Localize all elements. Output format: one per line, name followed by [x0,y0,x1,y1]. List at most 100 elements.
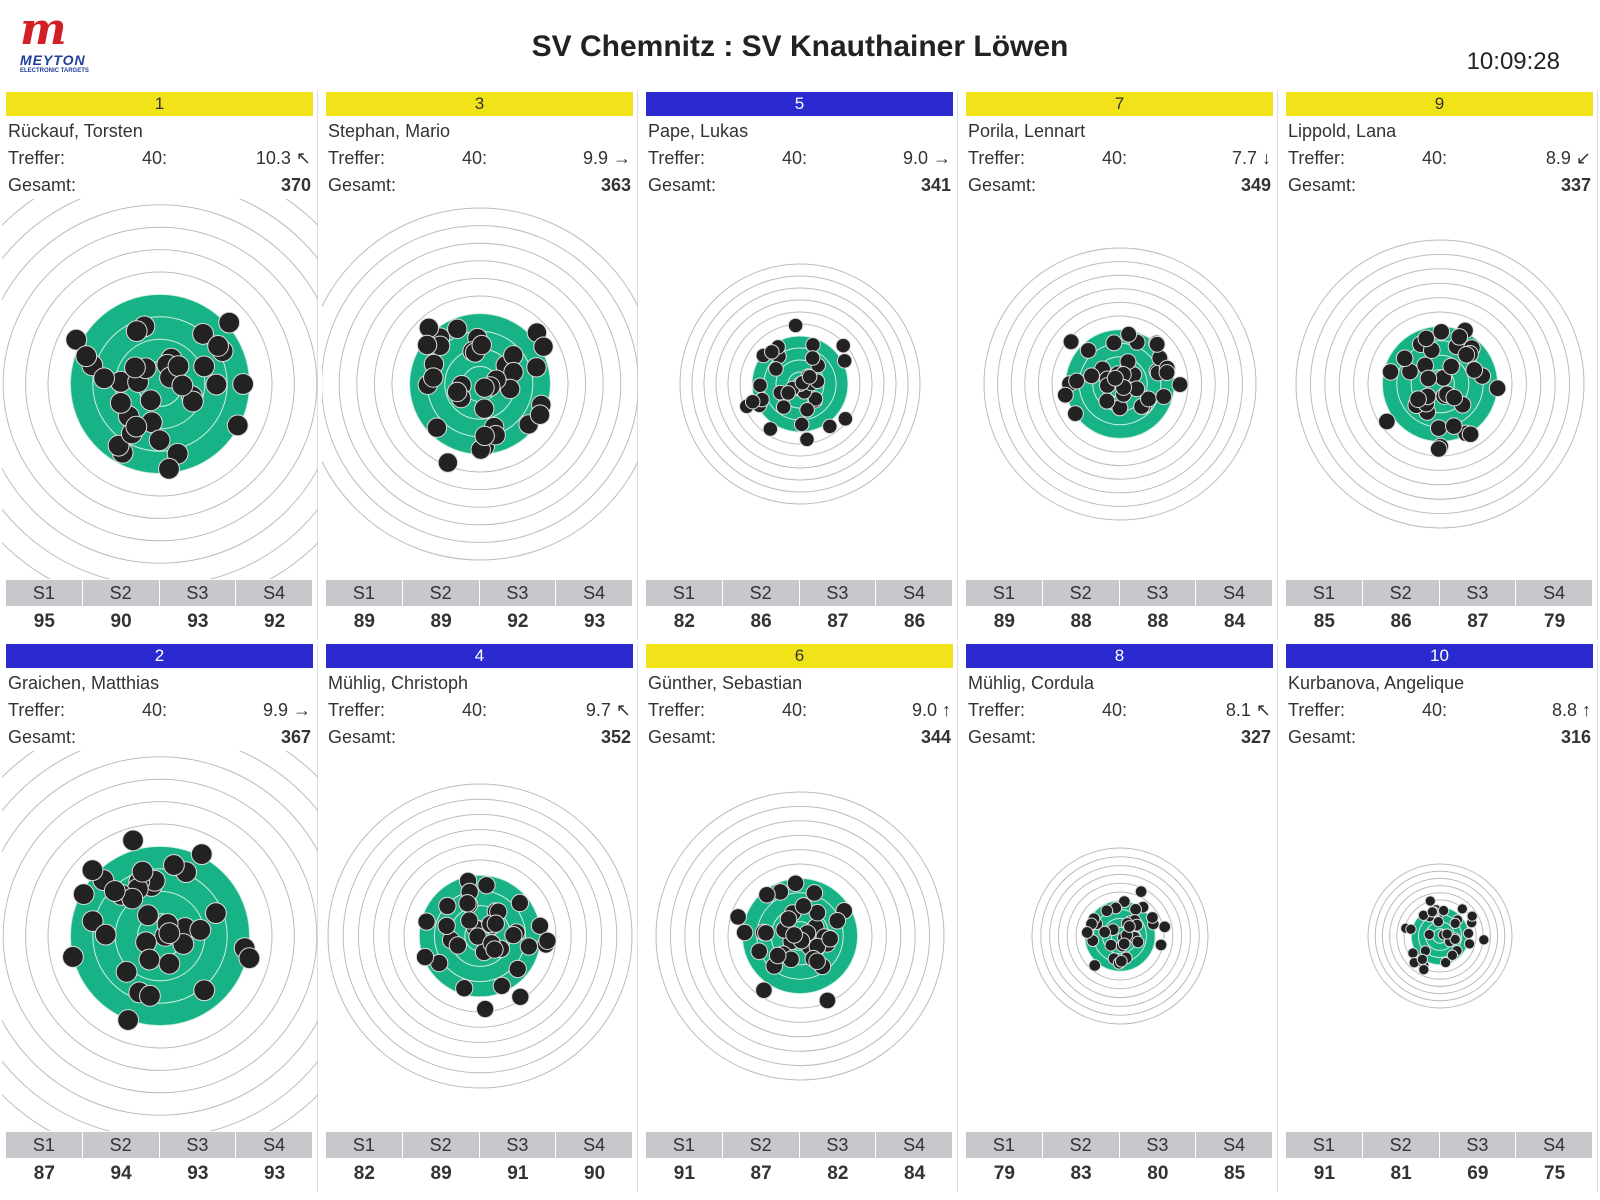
shot-hole [1381,363,1400,381]
shot-hole [438,896,457,916]
total-row: Gesamt: 316 [1282,724,1597,751]
last-shot: 10.3 ↖ [255,148,311,168]
clock: 10:09:28 [1466,48,1560,75]
shooter-name: Mühlig, Christoph [328,673,469,693]
shot-hole [1098,925,1111,939]
shot-count: 40: [1422,700,1448,720]
shot-hole [1465,361,1484,379]
shot-hole [448,936,468,955]
shot-hole [801,369,818,385]
target-ring [1353,297,1527,471]
shot-hole [447,318,468,340]
target-ring [1049,865,1191,1007]
lane-panel: 2 Graichen, Matthias Treffer: 40: 9.9 → Gesam… [0,642,385,1192]
total-label: Gesamt: [328,175,397,195]
shot-hole [1441,928,1453,940]
series-score: 89 [993,611,1015,632]
shot-hole [94,923,117,946]
shot-hole [158,952,181,975]
shot-hole [1417,329,1436,348]
shot-hole [805,884,824,902]
total-label: Gesamt: [968,175,1037,195]
shot-hole [768,361,784,377]
shot-hole [192,323,214,345]
total-label: Gesamt: [8,175,77,195]
shot-hole [72,883,95,905]
target-ring [703,287,897,481]
shot-hole [474,425,495,447]
series-score: 82 [827,1163,849,1184]
total-label: Gesamt: [1288,727,1357,747]
total-row: Gesamt: 337 [1282,172,1597,199]
shot-hole [504,925,523,945]
series-label: S2 [1362,1132,1440,1158]
shot-hole [455,979,474,998]
logo-text: MEYTON [20,52,86,68]
series-score: 86 [750,611,772,632]
shot-hole [758,885,776,904]
series-score: 91 [1313,1163,1335,1184]
shot-hole [415,947,435,967]
logo-mark: m [20,4,67,55]
shot-hole [426,417,448,438]
total-row: Gesamt: 367 [2,724,317,751]
last-shot: 7.7 ↓ [1231,148,1271,168]
series-score: 86 [1390,611,1412,632]
series-values: 89 89 92 93 [326,606,633,638]
shot-hole [109,392,132,414]
total-score: 316 [1560,727,1591,747]
series-values: 85 86 87 79 [1286,606,1593,638]
target-ring [727,311,873,457]
shot-hole [526,357,547,378]
shot-hole [1450,328,1469,346]
shot-hole [1062,333,1080,351]
shot-hole [189,919,212,941]
shot-hole [1478,934,1490,946]
shot-hole [530,916,550,935]
shot-hole [115,960,138,983]
series-score: 90 [110,611,132,632]
shot-hole [125,415,148,438]
shot-hole [821,929,839,948]
shot-hole [1146,911,1159,924]
target-ring [1040,856,1200,1016]
shot-count: 40: [782,700,808,720]
shot-hole [167,355,190,378]
series-table: S1 S2 S3 S4 85 86 87 79 [1286,580,1593,640]
series-score: 84 [904,1163,926,1184]
series-header: S1 S2 S3 S4 [326,580,633,606]
total-score: 352 [600,727,631,747]
series-label: S1 [966,580,1043,606]
shot-hole [218,311,241,334]
target-ring [1324,268,1556,500]
target-ring [342,798,618,1074]
shot-hole [193,355,216,378]
shot-hole [1449,917,1461,930]
target-ring [1381,877,1499,995]
target-ring [357,813,603,1059]
shot-hole [1407,947,1419,959]
hits-label: Treffer: [1288,700,1346,720]
lane-number: 3 [326,92,633,116]
target [983,247,1257,521]
shot-hole [1129,902,1142,916]
series-score: 89 [353,611,375,632]
last-shot: 9.0 ↑ [911,700,951,720]
target-ring [1338,282,1542,486]
shot-hole [1442,357,1461,376]
shot-hole [786,874,805,893]
total-score: 363 [600,175,631,195]
series-score: 91 [507,1163,529,1184]
series-label: S1 [6,1132,83,1158]
series-score: 93 [584,611,606,632]
total-label: Gesamt: [968,727,1037,747]
series-score: 88 [1147,611,1169,632]
series-table: S1 S2 S3 S4 91 87 82 84 [646,1132,953,1192]
series-score: 79 [1544,611,1566,632]
target-ring [356,260,604,508]
shot-hole [1083,367,1100,385]
shot-hole [1066,405,1084,423]
series-label: S4 [1196,1132,1273,1158]
target-ring [1010,274,1230,494]
shot-hole [1426,906,1438,918]
